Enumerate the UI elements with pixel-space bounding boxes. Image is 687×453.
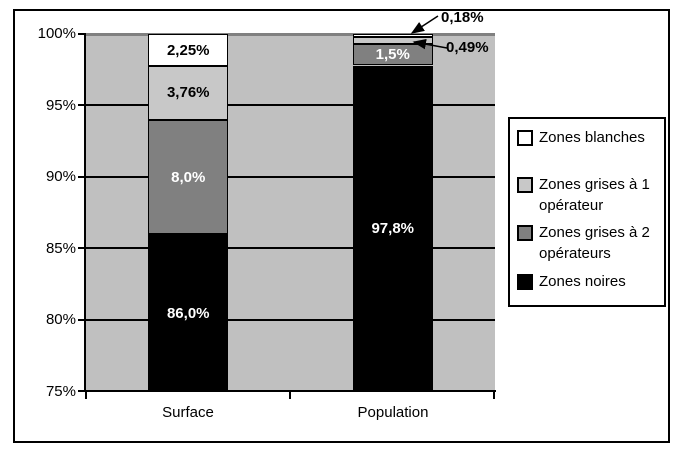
bar-segment-label: 3,76% (166, 84, 210, 102)
x-axis-tick (85, 392, 87, 399)
y-axis-tick (78, 33, 86, 35)
legend-item-zones-noires: Zones noires (515, 271, 660, 292)
gridline-95 (86, 104, 495, 106)
annotation-zones-blanches: 0,18% (441, 9, 484, 26)
legend-label: Zones noires (539, 273, 626, 290)
bar-segment-label: 8,0% (171, 168, 206, 186)
bar-segment-label: 2,25% (166, 41, 210, 59)
y-tick-label-75: 75% (45, 383, 76, 400)
bar-segment (352, 37, 433, 45)
y-axis-line (84, 34, 86, 392)
bar-segment: 86,0% (148, 234, 229, 392)
legend-label: Zones blanches (539, 129, 645, 146)
x-axis-line (84, 390, 496, 392)
bar-segment: 97,8% (352, 65, 433, 392)
y-axis-tick (78, 104, 86, 106)
legend-item-zones-blanches: Zones blanches (515, 127, 660, 148)
bar-segment: 2,25% (148, 34, 229, 67)
legend: Zones blanches Zones grises à 1 opérateu… (508, 117, 666, 307)
bar-segment-label: 97,8% (371, 220, 415, 238)
legend-label: Zones grises à 2 opérateurs (539, 224, 650, 262)
legend-item-zones-grises-2: Zones grises à 2 opérateurs (515, 222, 660, 264)
x-axis-tick (289, 392, 291, 399)
bar-segment: 3,76% (148, 66, 229, 120)
legend-swatch-lightgray-icon (517, 177, 533, 193)
y-axis-tick (78, 319, 86, 321)
bar-segment (352, 34, 433, 37)
bar-segment: 1,5% (352, 44, 433, 66)
x-axis-tick (493, 392, 495, 399)
legend-swatch-darkgray-icon (517, 225, 533, 241)
legend-swatch-white-icon (517, 130, 533, 146)
gridline-85 (86, 247, 495, 249)
gridline-80 (86, 319, 495, 321)
gridline-100 (86, 33, 495, 36)
gridline-90 (86, 176, 495, 178)
y-axis-tick (78, 390, 86, 392)
bar-segment-label: 1,5% (375, 46, 410, 64)
annotation-zones-grises-1: 0,49% (446, 39, 489, 56)
y-axis-tick (78, 247, 86, 249)
category-label-surface: Surface (162, 404, 214, 421)
y-tick-label-95: 95% (45, 97, 76, 114)
legend-label: Zones grises à 1 opérateur (539, 176, 650, 214)
plot-area: 86,0% 8,0% 3,76% 2,25% 97,8% 1,5% (86, 33, 495, 392)
category-label-population: Population (357, 404, 429, 421)
y-axis-tick (78, 176, 86, 178)
bar-segment: 8,0% (148, 119, 229, 235)
y-tick-label-90: 90% (45, 168, 76, 185)
y-tick-label-80: 80% (45, 311, 76, 328)
bar-segment-label: 86,0% (166, 304, 210, 322)
legend-swatch-black-icon (517, 274, 533, 290)
y-tick-label-85: 85% (45, 240, 76, 257)
y-tick-label-100: 100% (37, 25, 76, 42)
legend-item-zones-grises-1: Zones grises à 1 opérateur (515, 174, 660, 216)
